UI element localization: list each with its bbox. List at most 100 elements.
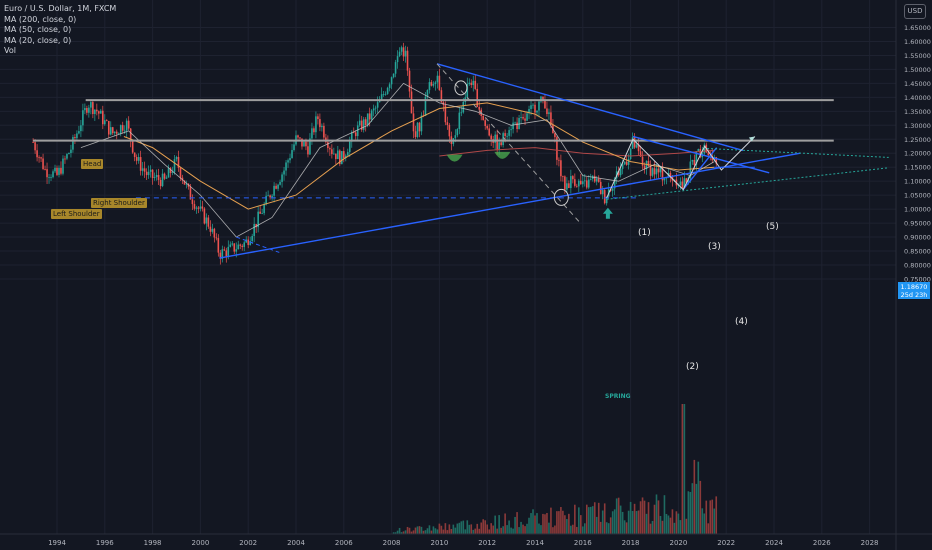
arrow-up-icon bbox=[748, 136, 755, 142]
volume-bar bbox=[583, 523, 586, 534]
currency-button[interactable]: USD bbox=[904, 4, 926, 19]
volume-bar bbox=[552, 527, 554, 534]
cup-marker-left bbox=[446, 154, 463, 162]
candle-body bbox=[556, 137, 558, 160]
dashed-trend-extension[interactable] bbox=[236, 236, 280, 253]
spring-arrow-icon bbox=[602, 207, 613, 219]
spring-label[interactable]: SPRING bbox=[605, 393, 631, 400]
elliott-wave-path[interactable] bbox=[606, 136, 756, 199]
y-tick-label: 1.55000 bbox=[904, 52, 931, 60]
candle-body bbox=[147, 171, 150, 176]
volume-bar bbox=[518, 527, 520, 534]
y-tick-label: 0.75000 bbox=[904, 275, 931, 283]
candle-body bbox=[352, 132, 355, 134]
wave-1-label[interactable]: (1) bbox=[638, 228, 651, 238]
volume-bar bbox=[424, 530, 427, 534]
candle-body bbox=[508, 130, 510, 136]
candle-body bbox=[460, 112, 463, 114]
candle-body bbox=[396, 56, 399, 63]
left-shoulder-label[interactable]: Left Shoulder bbox=[51, 209, 102, 219]
candle-body bbox=[428, 82, 431, 91]
candle-body bbox=[440, 90, 443, 103]
volume-bar bbox=[414, 527, 417, 534]
circle-marker-top[interactable] bbox=[454, 80, 468, 96]
candle-body bbox=[496, 134, 498, 150]
candle-body bbox=[127, 120, 130, 129]
candle-body bbox=[94, 109, 96, 115]
candle-body bbox=[625, 161, 628, 165]
y-tick-label: 1.60000 bbox=[904, 38, 931, 46]
legend-ma20[interactable]: MA (20, close, 0) bbox=[4, 35, 72, 45]
candle-body bbox=[689, 161, 692, 178]
head-label[interactable]: Head bbox=[81, 159, 104, 169]
volume-bar bbox=[669, 517, 672, 534]
candle-body bbox=[60, 167, 62, 174]
right-shoulder-label[interactable]: Right Shoulder bbox=[91, 198, 147, 208]
candle-body bbox=[197, 207, 200, 209]
candle-body bbox=[386, 87, 389, 94]
candle-body bbox=[76, 133, 78, 139]
candle-body bbox=[62, 158, 64, 174]
projection-lower[interactable] bbox=[606, 167, 889, 200]
volume-bar bbox=[396, 530, 399, 534]
volume-bar bbox=[492, 525, 494, 534]
legend-vol[interactable]: Vol bbox=[4, 46, 16, 55]
wave-2-label[interactable]: (2) bbox=[686, 362, 699, 372]
candle-body bbox=[313, 128, 315, 133]
candle-body bbox=[271, 195, 273, 198]
legend-ma200[interactable]: MA (200, close, 0) bbox=[4, 14, 77, 24]
candle-body bbox=[70, 149, 72, 153]
circle-marker-bottom[interactable] bbox=[553, 188, 569, 206]
wave-3-label[interactable]: (3) bbox=[708, 242, 721, 252]
x-tick-label: 2004 bbox=[287, 539, 305, 547]
dashed-diagonal[interactable] bbox=[436, 63, 581, 224]
candle-body bbox=[655, 168, 658, 175]
volume-bar bbox=[440, 525, 443, 534]
volume-bar bbox=[609, 517, 612, 534]
trendline-2[interactable] bbox=[219, 152, 801, 259]
candle-body bbox=[478, 106, 481, 110]
candle-body bbox=[337, 150, 339, 160]
candle-body bbox=[215, 237, 218, 239]
volume-bar bbox=[418, 526, 421, 534]
wave-4-label[interactable]: (4) bbox=[735, 317, 748, 327]
volume-bar bbox=[478, 528, 481, 534]
candle-body bbox=[564, 176, 566, 190]
candle-body bbox=[331, 149, 333, 155]
candle-body bbox=[512, 122, 514, 130]
candle-body bbox=[281, 174, 283, 182]
volume-bar bbox=[619, 505, 622, 534]
volume-bar bbox=[534, 515, 536, 534]
volume-bar bbox=[442, 529, 445, 534]
volume-bar bbox=[681, 404, 684, 534]
volume-bar bbox=[703, 513, 706, 534]
candle-body bbox=[107, 120, 110, 135]
volume-bar bbox=[675, 511, 678, 534]
candle-body bbox=[633, 137, 636, 148]
candle-body bbox=[189, 186, 192, 200]
candle-body bbox=[514, 122, 516, 124]
trendline-1[interactable] bbox=[436, 63, 744, 152]
y-tick-label: 1.20000 bbox=[904, 150, 931, 158]
chart-legend[interactable]: Euro / U.S. Dollar, 1M, FXCM MA (200, cl… bbox=[4, 4, 116, 57]
legend-ma50[interactable]: MA (50, close, 0) bbox=[4, 25, 72, 34]
candle-body bbox=[179, 167, 182, 178]
volume-bar bbox=[460, 521, 463, 534]
candle-body bbox=[645, 160, 648, 170]
volume-bar bbox=[408, 527, 411, 534]
candle-body bbox=[554, 133, 556, 138]
volume-bar bbox=[570, 525, 572, 534]
candle-body bbox=[143, 168, 146, 172]
volume-bar bbox=[444, 523, 447, 534]
cup-marker-right bbox=[494, 151, 511, 159]
candle-body bbox=[530, 105, 532, 110]
volume-bar bbox=[595, 516, 598, 534]
candle-body bbox=[362, 119, 365, 130]
candle-body bbox=[117, 133, 120, 135]
candle-body bbox=[558, 159, 560, 161]
candle-body bbox=[691, 159, 694, 162]
volume-bar bbox=[649, 523, 652, 534]
wave-5-label[interactable]: (5) bbox=[766, 222, 779, 232]
candle-body bbox=[446, 122, 449, 126]
